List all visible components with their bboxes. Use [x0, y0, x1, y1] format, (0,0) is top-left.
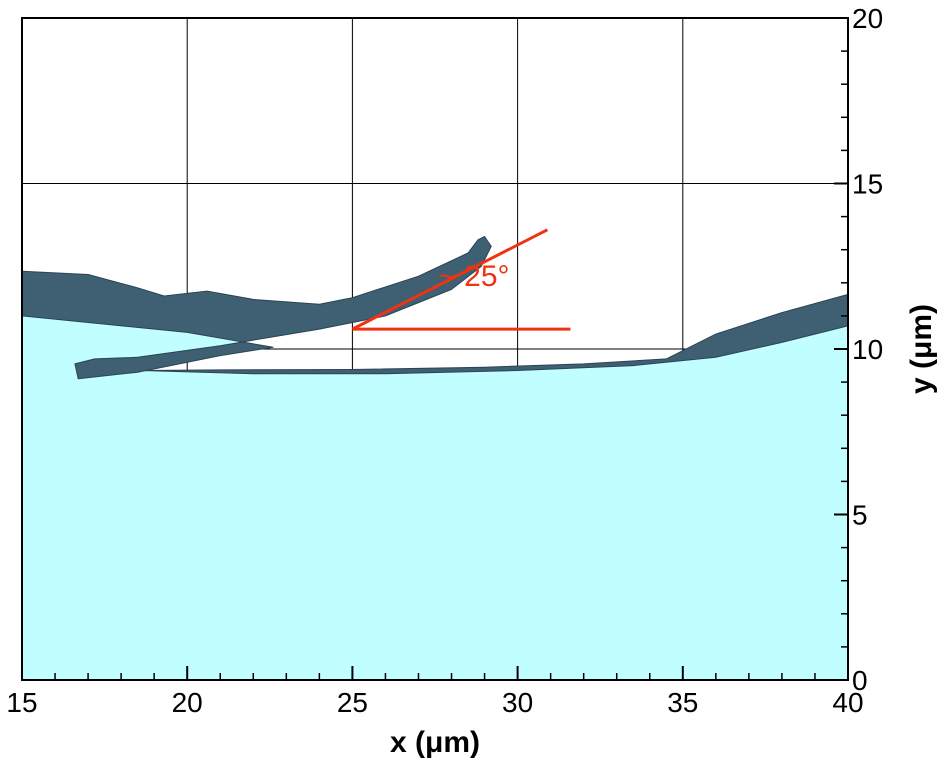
- angle-label: ~ 25°: [438, 260, 509, 293]
- x-tick-label: 20: [172, 687, 203, 718]
- x-tick-label: 35: [667, 687, 698, 718]
- y-tick-label: 15: [852, 169, 883, 200]
- axes: 15 20 25 30 35 400 5 10 15 20: [6, 3, 883, 718]
- data-region: [22, 236, 848, 680]
- x-tick-label: 30: [502, 687, 533, 718]
- y-tick-label: 0: [852, 665, 868, 696]
- y-axis-label: y (μm): [905, 304, 938, 394]
- right-film-sheet: [140, 293, 848, 375]
- x-tick-label: 25: [337, 687, 368, 718]
- liquid-region: [22, 297, 848, 680]
- y-tick-label: 20: [852, 3, 883, 34]
- x-axis-label: x (μm): [390, 726, 480, 759]
- y-tick-label: 5: [852, 500, 868, 531]
- x-tick-label: 15: [6, 687, 37, 718]
- angle-inclined-line: [351, 228, 549, 331]
- annotation: ~ 25°: [351, 228, 571, 331]
- y-tick-label: 10: [852, 334, 883, 365]
- x-tick-label: 40: [832, 687, 863, 718]
- upper-film-ligament: [22, 236, 492, 380]
